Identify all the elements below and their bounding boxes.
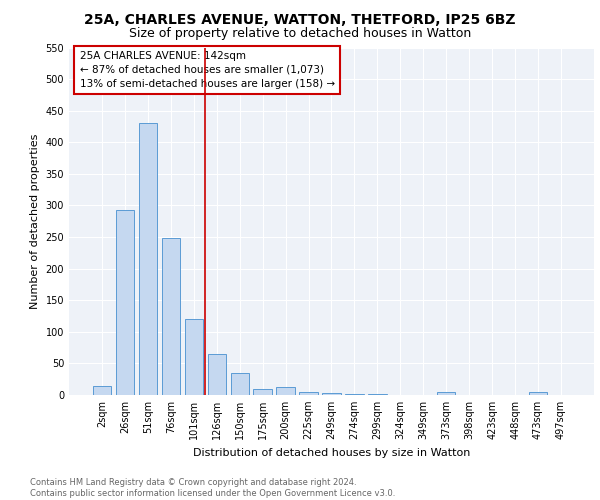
Bar <box>208 354 226 395</box>
Bar <box>93 386 111 395</box>
X-axis label: Distribution of detached houses by size in Watton: Distribution of detached houses by size … <box>193 448 470 458</box>
Text: 25A, CHARLES AVENUE, WATTON, THETFORD, IP25 6BZ: 25A, CHARLES AVENUE, WATTON, THETFORD, I… <box>84 12 516 26</box>
Bar <box>253 388 272 395</box>
Bar <box>368 394 386 395</box>
Bar <box>322 393 341 395</box>
Text: 25A CHARLES AVENUE: 142sqm
← 87% of detached houses are smaller (1,073)
13% of s: 25A CHARLES AVENUE: 142sqm ← 87% of deta… <box>79 51 335 89</box>
Bar <box>299 392 318 395</box>
Bar <box>230 373 249 395</box>
Bar <box>162 238 180 395</box>
Text: Size of property relative to detached houses in Watton: Size of property relative to detached ho… <box>129 28 471 40</box>
Bar <box>437 392 455 395</box>
Bar <box>345 394 364 395</box>
Bar <box>116 210 134 395</box>
Text: Contains HM Land Registry data © Crown copyright and database right 2024.
Contai: Contains HM Land Registry data © Crown c… <box>30 478 395 498</box>
Bar <box>185 319 203 395</box>
Y-axis label: Number of detached properties: Number of detached properties <box>30 134 40 309</box>
Bar <box>139 124 157 395</box>
Bar <box>277 388 295 395</box>
Bar <box>529 392 547 395</box>
